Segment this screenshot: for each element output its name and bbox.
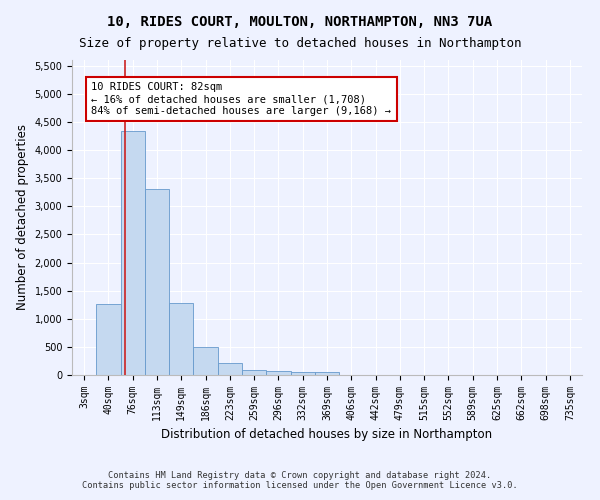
Bar bbox=[266, 371, 290, 375]
Bar bbox=[290, 372, 315, 375]
Bar bbox=[193, 348, 218, 375]
Bar bbox=[145, 190, 169, 375]
Text: 10, RIDES COURT, MOULTON, NORTHAMPTON, NN3 7UA: 10, RIDES COURT, MOULTON, NORTHAMPTON, N… bbox=[107, 15, 493, 29]
Bar bbox=[96, 304, 121, 375]
Text: 10 RIDES COURT: 82sqm
← 16% of detached houses are smaller (1,708)
84% of semi-d: 10 RIDES COURT: 82sqm ← 16% of detached … bbox=[91, 82, 391, 116]
Bar bbox=[121, 132, 145, 375]
Text: Size of property relative to detached houses in Northampton: Size of property relative to detached ho… bbox=[79, 38, 521, 51]
Bar bbox=[169, 303, 193, 375]
Y-axis label: Number of detached properties: Number of detached properties bbox=[16, 124, 29, 310]
Bar bbox=[218, 362, 242, 375]
Bar bbox=[242, 370, 266, 375]
Text: Contains HM Land Registry data © Crown copyright and database right 2024.
Contai: Contains HM Land Registry data © Crown c… bbox=[82, 470, 518, 490]
Bar bbox=[315, 372, 339, 375]
X-axis label: Distribution of detached houses by size in Northampton: Distribution of detached houses by size … bbox=[161, 428, 493, 442]
